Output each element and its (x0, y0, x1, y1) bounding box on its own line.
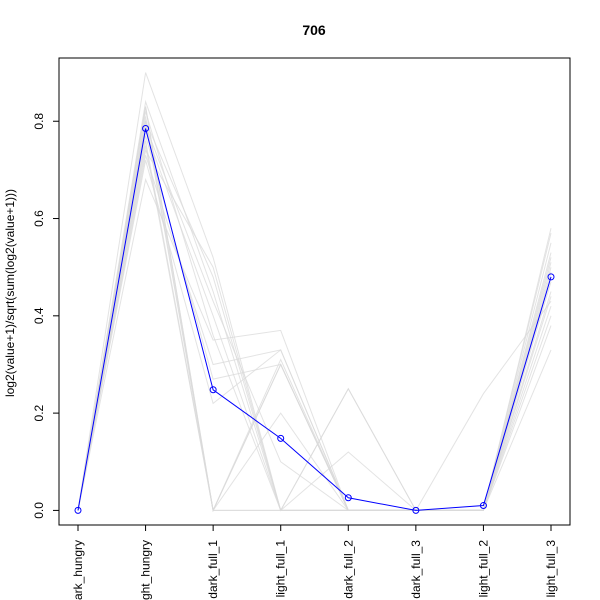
y-tick-label-0: 0.0 (32, 502, 46, 519)
y-tick-label-4: 0.8 (32, 113, 46, 130)
highlight-point-light_full_2 (479, 502, 487, 510)
y-axis: 0.0 0.2 0.4 0.6 0.8 (32, 113, 60, 519)
background-series-group (77, 72, 552, 513)
background-series-line-6 (77, 155, 552, 511)
highlight-point-dark_hungry (74, 506, 82, 514)
x-tick-label-light_full_1: light_full_1 (274, 540, 288, 598)
x-axis: dark_hungry light_hungry dark_full_1 light_… (71, 524, 558, 600)
x-tick-label-dark_full_1: dark_full_1 (206, 540, 220, 599)
x-tick-label-dark_hungry: dark_hungry (71, 540, 85, 600)
highlight-point-dark_full_2 (344, 494, 352, 502)
x-tick-label-dark_full_2: dark_full_2 (341, 540, 355, 599)
background-series-line-4 (77, 140, 552, 513)
background-series-line-3 (77, 177, 552, 511)
x-tick-label-dark_full_3: dark_full_3 (409, 540, 423, 599)
background-series-line-16 (77, 148, 552, 511)
highlight-series-line (77, 128, 552, 511)
plot-frame (58, 57, 571, 526)
highlight-point-light_full_3 (547, 273, 555, 281)
background-series-line-13 (77, 160, 552, 511)
highlight-point-dark_full_3 (412, 506, 420, 514)
background-series-line-11 (77, 145, 552, 512)
y-tick-label-1: 0.2 (32, 404, 46, 421)
highlight-point-light_full_1 (277, 434, 285, 442)
x-tick-label-light_full_3: light_full_3 (544, 540, 558, 598)
background-series-line-9 (77, 135, 552, 511)
y-axis-label: log2(value+1)/sqrt(sum(log2(value+1))) (3, 189, 17, 397)
highlight-series-group (74, 125, 555, 514)
y-tick-label-3: 0.6 (32, 210, 46, 227)
background-series-line-7 (77, 116, 552, 511)
chart-title: 706 (302, 22, 326, 38)
highlight-point-dark_full_1 (209, 386, 217, 394)
x-tick-label-light_full_2: light_full_2 (476, 540, 490, 598)
background-series-line-14 (77, 121, 552, 513)
background-series-line-5 (77, 119, 552, 511)
y-tick-label-2: 0.4 (32, 307, 46, 324)
x-tick-label-light_hungry: light_hungry (139, 540, 153, 600)
highlight-point-light_hungry (142, 125, 150, 133)
background-series-line-8 (77, 124, 552, 511)
